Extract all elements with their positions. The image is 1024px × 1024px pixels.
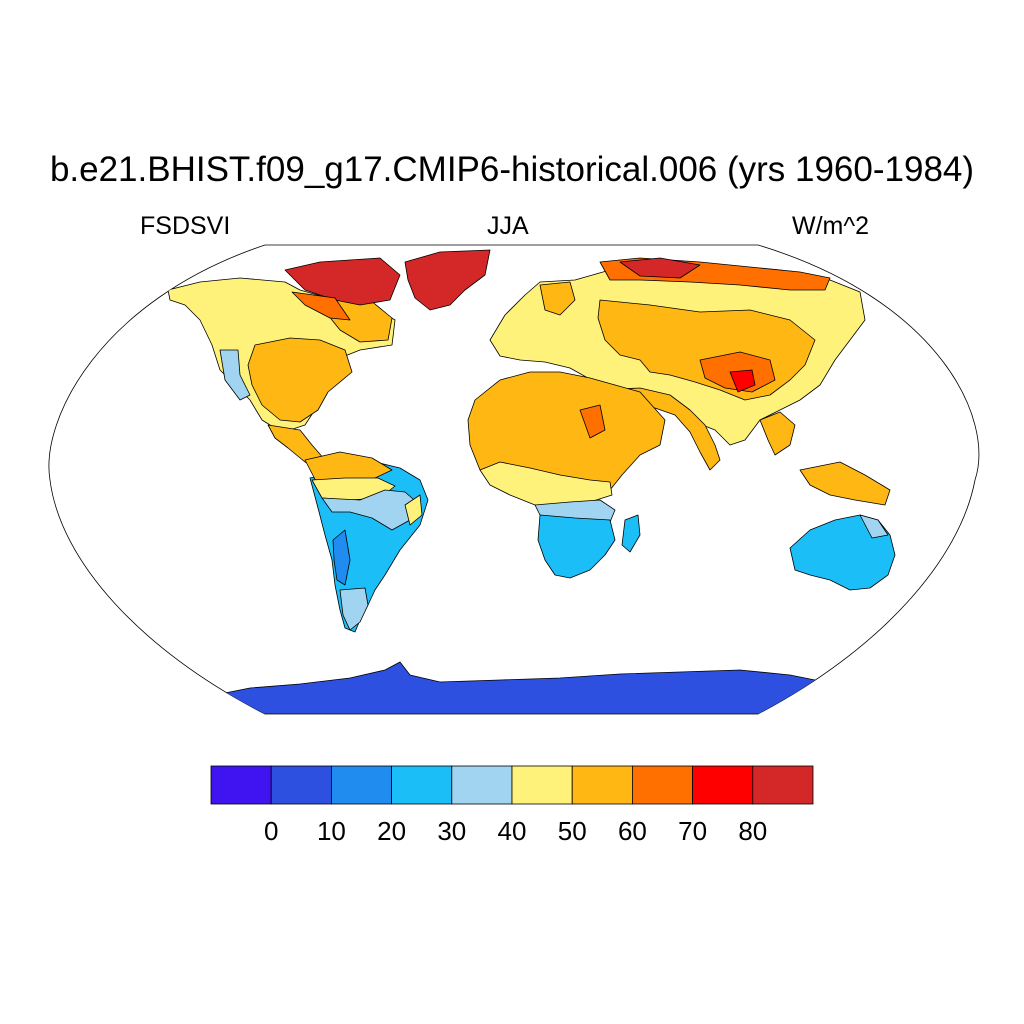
south-america [304,451,429,633]
eurasia [489,257,891,506]
colorbar-swatch [210,765,272,805]
plot-title: b.e21.BHIST.f09_g17.CMIP6-historical.006… [49,150,975,189]
colorbar-swatch [270,765,332,805]
colorbar-tick-label: 80 [738,816,767,846]
colorbar-swatch [752,765,814,805]
season-label: JJA [487,212,529,240]
colorbar-swatch [692,765,754,805]
colorbar-swatch [571,765,633,805]
colorbar-swatch [330,765,392,805]
variable-label: FSDSVI [140,212,231,240]
colorbar-tick-label: 30 [437,816,466,846]
colorbar-swatch [632,765,694,805]
colorbar-tick-label: 20 [377,816,406,846]
australia [789,514,896,591]
units-label: W/m^2 [792,212,870,240]
colorbar-tick-label: 0 [264,816,278,846]
colorbar-swatch [451,765,513,805]
colorbar-tick-label: 50 [558,816,587,846]
greenland [404,249,491,311]
colorbar-tick-label: 60 [618,816,647,846]
colorbar-tick-label: 70 [678,816,707,846]
colorbar-swatch [511,765,573,805]
africa [467,371,666,579]
colorbar-tick-label: 10 [317,816,346,846]
colorbar-tick-label: 40 [498,816,527,846]
colorbar-swatch [391,765,453,805]
